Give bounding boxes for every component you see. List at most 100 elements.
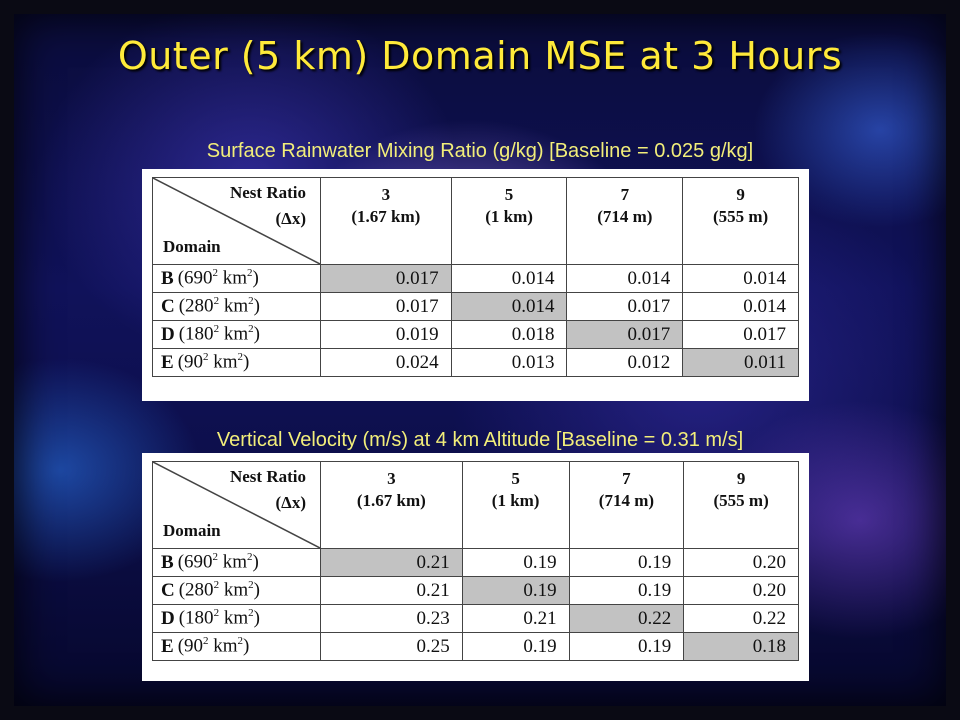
- table-row: D (1802 km2) 0.23 0.21 0.22 0.22: [152, 604, 799, 633]
- value-cell: 0.024: [320, 348, 452, 377]
- value-cell: 0.014: [682, 292, 799, 321]
- dx-label: (Δx): [275, 493, 306, 512]
- column-header-cell: 3 (1.67 km): [320, 461, 463, 549]
- value-cell: 0.014: [450, 264, 568, 293]
- size-exponent: 2: [213, 295, 220, 308]
- size-close: ): [253, 607, 260, 629]
- unit-exponent: 2: [248, 295, 254, 308]
- size-close: ): [253, 295, 260, 317]
- dx-label: (Δx): [275, 209, 306, 228]
- velocity-table-panel: Nest Ratio (Δx) Domain 3 (1.67 km) 5 (1 km…: [142, 453, 809, 681]
- size-close: ): [252, 267, 259, 289]
- size-close: ): [253, 579, 260, 601]
- rainwater-table: Nest Ratio (Δx) Domain 3 (1.67 km) 5 (1 km…: [152, 177, 799, 377]
- domain-letter: D: [161, 323, 175, 345]
- value-cell: 0.19: [568, 632, 685, 661]
- domain-label: Domain: [163, 237, 221, 256]
- unit-exponent: 2: [237, 635, 244, 648]
- value-cell: 0.011: [682, 348, 799, 377]
- value-cell: 0.017: [682, 320, 799, 349]
- header-row: Nest Ratio (Δx) Domain 3 (1.67 km) 5 (1 km…: [152, 461, 799, 549]
- domain-size: (280: [178, 579, 214, 601]
- value-cell: 0.22: [568, 604, 685, 633]
- domain-letter: B: [161, 551, 174, 573]
- domain-letter: E: [161, 351, 174, 373]
- value-cell: 0.18: [683, 632, 799, 661]
- column-dx: (714 m): [598, 491, 655, 510]
- domain-row-label: C (2802 km2): [152, 576, 321, 605]
- column-dx: (555 m): [712, 207, 769, 226]
- size-exponent: 2: [212, 267, 219, 280]
- unit-exponent: 2: [237, 351, 244, 364]
- domain-size: (280: [178, 295, 214, 317]
- domain-letter: B: [161, 267, 174, 289]
- size-close: ): [243, 635, 250, 657]
- table-row: D (1802 km2) 0.019 0.018 0.017 0.017: [152, 320, 799, 349]
- table-row: B (6902 km2) 0.017 0.014 0.014 0.014: [152, 264, 799, 293]
- column-ratio: 9: [736, 185, 745, 204]
- value-cell: 0.21: [320, 576, 463, 605]
- column-header-cell: 7 (714 m): [566, 177, 684, 265]
- value-cell: 0.22: [683, 604, 799, 633]
- rainwater-table-body: B (6902 km2) 0.017 0.014 0.014 0.014 C (2802 km…: [152, 264, 799, 377]
- value-cell: 0.012: [566, 348, 684, 377]
- column-dx: (714 m): [597, 207, 653, 226]
- column-header-cell: 9 (555 m): [682, 177, 799, 265]
- value-cell: 0.19: [461, 548, 570, 577]
- value-cell: 0.21: [461, 604, 570, 633]
- rainwater-table-panel: Nest Ratio (Δx) Domain 3 (1.67 km) 5 (1 km…: [142, 169, 809, 401]
- size-unit: km: [208, 351, 238, 373]
- size-exponent: 2: [203, 635, 209, 648]
- domain-size: (90: [177, 351, 204, 373]
- column-ratio: 5: [504, 185, 514, 204]
- column-ratio: 7: [620, 185, 630, 204]
- domain-row-label: D (1802 km2): [152, 604, 321, 633]
- header-row: Nest Ratio (Δx) Domain 3 (1.67 km) 5 (1 km…: [152, 177, 799, 265]
- column-ratio: 9: [736, 469, 746, 488]
- column-dx: (1 km): [485, 207, 533, 226]
- size-exponent: 2: [212, 551, 219, 564]
- table-row: C (2802 km2) 0.21 0.19 0.19 0.20: [152, 576, 799, 605]
- column-dx: (1 km): [491, 491, 540, 510]
- value-cell: 0.017: [320, 292, 452, 321]
- column-dx: (1.67 km): [351, 207, 421, 226]
- column-ratio: 5: [511, 469, 520, 488]
- rainwater-caption: Surface Rainwater Mixing Ratio (g/kg) [B…: [206, 140, 754, 162]
- value-cell: 0.017: [566, 320, 684, 349]
- value-cell: 0.19: [461, 632, 570, 661]
- value-cell: 0.21: [320, 548, 463, 577]
- domain-size: (180: [178, 323, 214, 345]
- domain-row-label: E (902 km2): [152, 632, 321, 661]
- unit-exponent: 2: [248, 323, 254, 336]
- size-exponent: 2: [213, 579, 220, 592]
- value-cell: 0.23: [320, 604, 463, 633]
- size-unit: km: [219, 607, 249, 629]
- diagonal-divider: [153, 462, 320, 548]
- corner-header-cell: Nest Ratio (Δx) Domain: [152, 177, 321, 265]
- value-cell: 0.017: [566, 292, 684, 321]
- column-header-cell: 5 (1 km): [450, 177, 568, 265]
- size-unit: km: [219, 295, 249, 317]
- column-ratio: 7: [622, 469, 631, 488]
- size-unit: km: [218, 551, 248, 573]
- domain-row-label: B (6902 km2): [152, 264, 321, 293]
- size-close: ): [252, 551, 259, 573]
- column-dx: (555 m): [713, 491, 769, 510]
- unit-exponent: 2: [248, 607, 254, 620]
- table-row: E (902 km2) 0.024 0.013 0.012 0.011: [152, 348, 799, 377]
- size-unit: km: [219, 323, 249, 345]
- table-row: B (6902 km2) 0.21 0.19 0.19 0.20: [152, 548, 799, 577]
- nest-ratio-label: Nest Ratio: [229, 183, 306, 202]
- column-ratio: 3: [381, 185, 391, 204]
- nest-ratio-label: Nest Ratio: [229, 467, 306, 486]
- size-unit: km: [208, 635, 238, 657]
- value-cell: 0.19: [461, 576, 570, 605]
- value-cell: 0.20: [683, 576, 799, 605]
- column-header-cell: 3 (1.67 km): [320, 177, 452, 265]
- column-header-cell: 9 (555 m): [683, 461, 799, 549]
- size-close: ): [243, 351, 250, 373]
- domain-letter: D: [161, 607, 175, 629]
- value-cell: 0.19: [568, 548, 685, 577]
- domain-label: Domain: [163, 521, 221, 540]
- column-dx: (1.67 km): [356, 491, 426, 510]
